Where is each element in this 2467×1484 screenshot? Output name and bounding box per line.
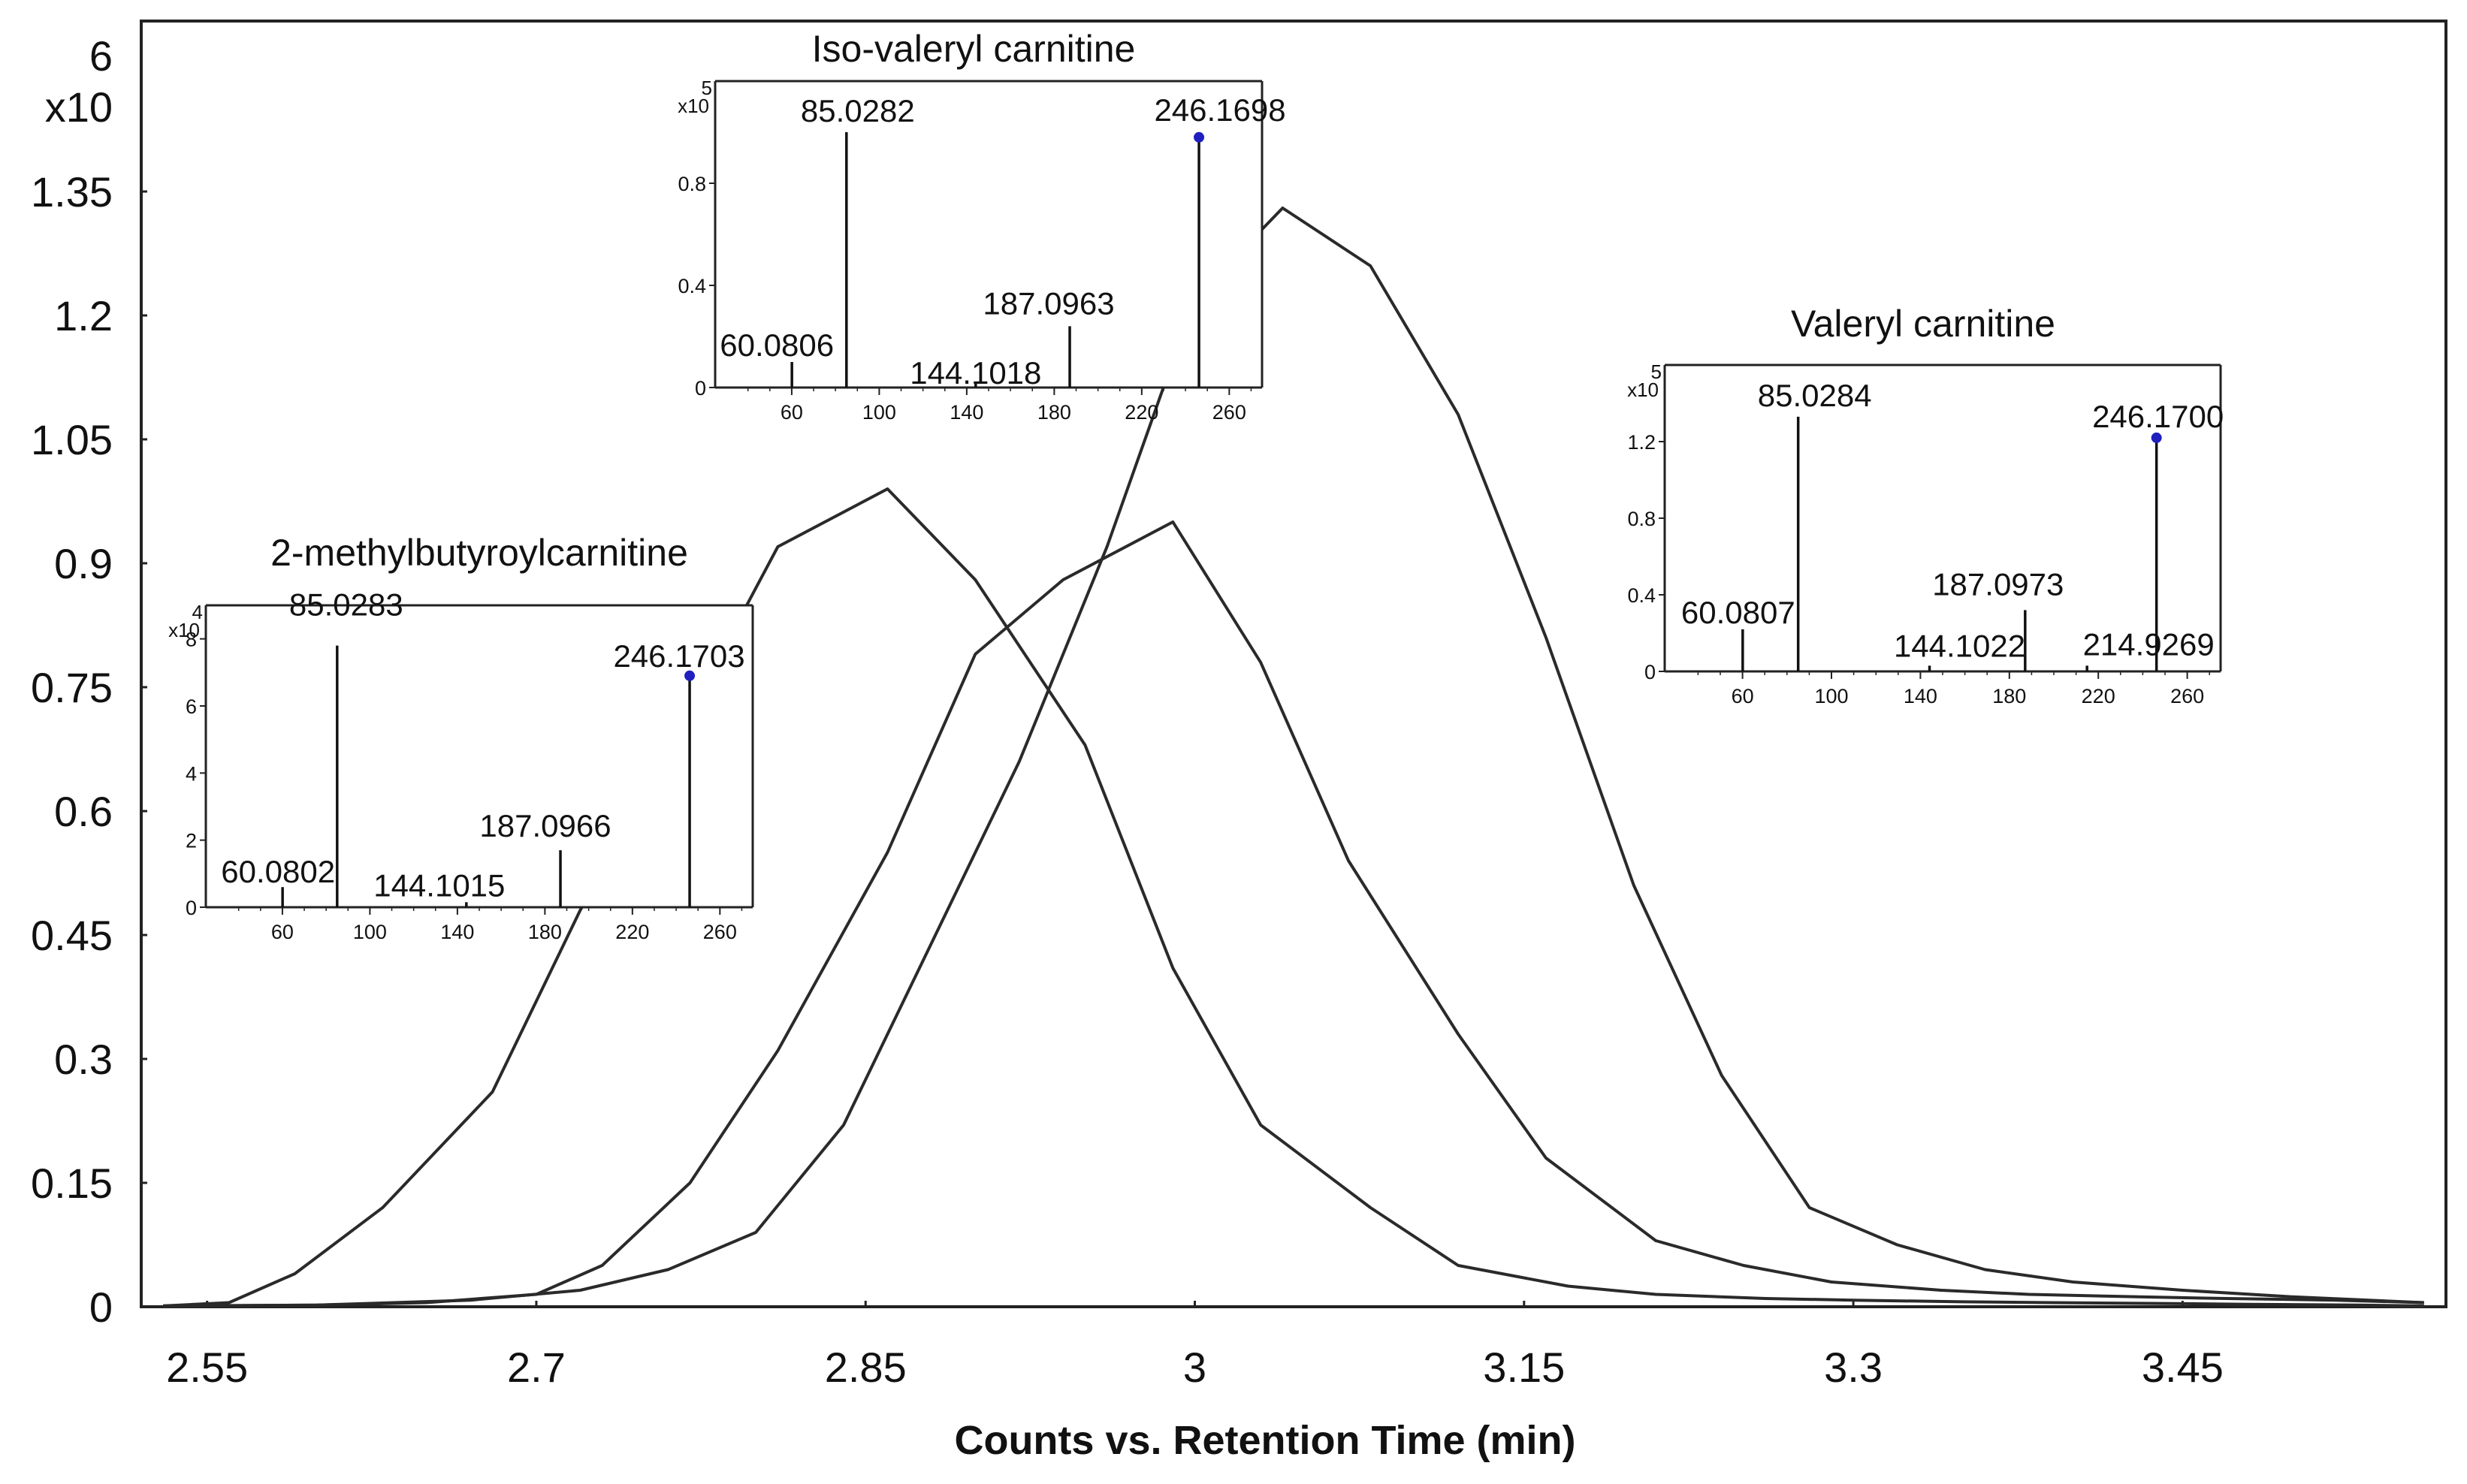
- inset-x-tick-label: 100: [1814, 685, 1848, 707]
- inset-x-tick-label: 60: [781, 401, 803, 424]
- inset-y-scale-label: x10: [678, 95, 709, 117]
- inset-background: [715, 81, 1262, 388]
- precursor-marker: [684, 670, 696, 681]
- inset-y-scale-label: x10: [1627, 379, 1659, 401]
- inset-x-tick-label: 140: [1904, 685, 1937, 707]
- inset-x-tick-label: 100: [353, 921, 387, 943]
- peak-label: 144.1022: [1894, 628, 2025, 663]
- inset-y-scale-label: x10: [168, 619, 200, 641]
- peak-label: 60.0802: [221, 854, 335, 889]
- main-y-tick-label: 0: [89, 1283, 113, 1331]
- main-x-axis-label: Counts vs. Retention Time (min): [954, 1418, 1575, 1463]
- inset-y-tick-label: 2: [186, 830, 197, 852]
- peak-label: 85.0283: [289, 587, 403, 623]
- peak-label: 246.1698: [1154, 92, 1285, 128]
- inset-y-tick-label: 0: [695, 377, 706, 400]
- peak-label: 246.1700: [2092, 399, 2224, 434]
- chromatogram-trace-3: [163, 207, 2424, 1308]
- main-y-tick-label: 0.45: [31, 912, 113, 959]
- main-y-tick-label: 0.6: [54, 788, 113, 835]
- main-plot-frame: [140, 20, 2447, 1308]
- main-y-tick-label: 0.75: [31, 664, 113, 711]
- inset-x-tick-label: 220: [615, 921, 649, 943]
- inset-y-tick-label: 8: [186, 629, 197, 651]
- inset-y-tick-label: 0.8: [1627, 508, 1656, 530]
- inset-x-tick-label: 60: [271, 921, 294, 943]
- peak-label: 85.0282: [801, 93, 915, 128]
- inset-y-tick-label: 0: [186, 897, 197, 919]
- peak-label: 187.0973: [1932, 566, 2064, 602]
- main-y-tick-label: 1.05: [31, 416, 113, 463]
- peak-label: 187.0966: [479, 808, 611, 843]
- chromatogram-trace-1: [163, 487, 2424, 1308]
- peak-label: 214.9269: [2083, 626, 2215, 662]
- main-y-tick-label: 1.2: [54, 292, 113, 339]
- inset-x-tick-label: 260: [703, 921, 737, 943]
- main-y-tick-label: 0.15: [31, 1160, 113, 1207]
- inset-title: 2-methylbutyroylcarnitine: [270, 532, 688, 574]
- main-y-tick-label: 0.9: [54, 540, 113, 587]
- inset-y-tick-label: 0.4: [1627, 584, 1656, 607]
- main-x-tick-label: 2.55: [166, 1344, 248, 1391]
- inset-y-tick-label: 4: [186, 762, 197, 785]
- inset-y-tick-label: 0: [1644, 661, 1656, 683]
- inset-x-tick-label: 180: [1037, 401, 1071, 424]
- main-y-tick-label: 1.35: [31, 168, 113, 216]
- peak-label: 144.1015: [373, 867, 505, 903]
- peak-label: 60.0806: [720, 327, 834, 363]
- inset-x-tick-label: 100: [862, 401, 896, 424]
- chromatogram-trace-2: [163, 520, 2424, 1308]
- inset-x-tick-label: 220: [2082, 685, 2115, 707]
- inset-x-tick-label: 140: [950, 401, 983, 424]
- main-x-tick-label: 2.85: [825, 1344, 907, 1391]
- precursor-marker: [1194, 131, 1205, 143]
- inset-x-tick-label: 180: [1992, 685, 2026, 707]
- main-x-tick-label: 3.15: [1483, 1344, 1565, 1391]
- main-y-tick-label: 0.3: [54, 1036, 113, 1083]
- peak-label: 60.0807: [1681, 595, 1795, 630]
- inset-x-tick-label: 140: [440, 921, 474, 943]
- peak-label: 144.1018: [910, 355, 1041, 391]
- inset-x-tick-label: 260: [2170, 685, 2204, 707]
- inset-y-tick-label: 0.8: [678, 173, 706, 195]
- inset-x-tick-label: 220: [1125, 401, 1158, 424]
- inset-y-tick-label: 0.4: [678, 275, 706, 297]
- main-y-scale-label: x10: [45, 83, 113, 131]
- inset-y-scale-exponent: 4: [192, 601, 203, 623]
- precursor-marker: [2151, 432, 2162, 443]
- inset-x-tick-label: 60: [1732, 685, 1754, 707]
- peak-label: 246.1703: [613, 638, 744, 674]
- peak-label: 85.0284: [1758, 378, 1872, 413]
- inset-y-scale-exponent: 5: [1651, 360, 1662, 383]
- inset-y-tick-label: 1.2: [1627, 431, 1656, 454]
- inset-x-tick-label: 260: [1212, 401, 1246, 424]
- inset-y-tick-label: 6: [186, 695, 197, 718]
- main-x-tick-label: 2.7: [507, 1344, 566, 1391]
- main-x-tick-label: 3.3: [1824, 1344, 1883, 1391]
- inset-title: Iso-valeryl carnitine: [812, 28, 1136, 70]
- inset-y-scale-exponent: 5: [702, 77, 712, 99]
- inset-background: [1665, 365, 2221, 671]
- peak-label: 187.0963: [983, 285, 1114, 321]
- inset-background: [206, 605, 753, 907]
- inset-x-tick-label: 180: [528, 921, 562, 943]
- main-x-tick-label: 3: [1183, 1344, 1206, 1391]
- main-x-tick-label: 3.45: [2142, 1344, 2224, 1391]
- inset-title: Valeryl carnitine: [1791, 303, 2055, 345]
- main-y-scale-exponent: 6: [89, 32, 113, 80]
